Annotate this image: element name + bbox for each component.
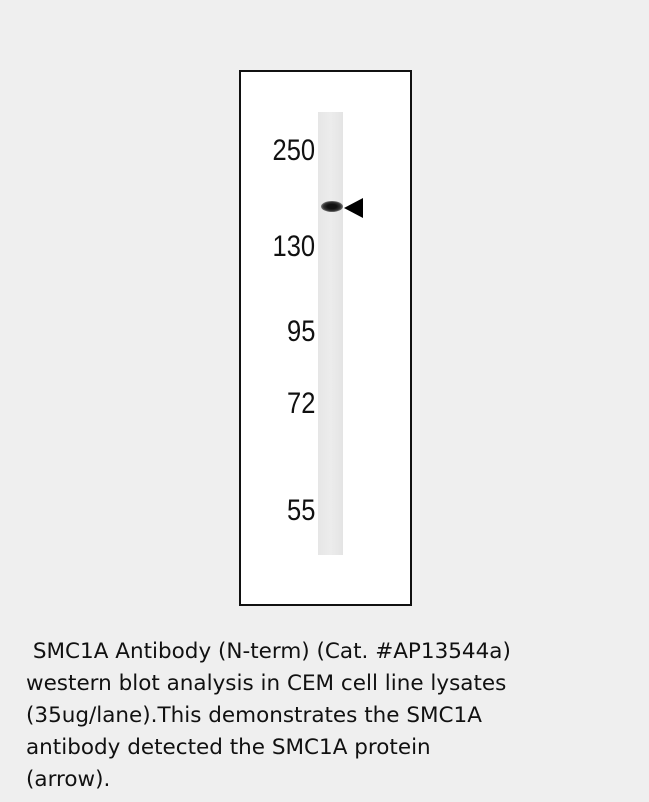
caption-line: SMC1A Antibody (N-term) (Cat. #AP13544a): [26, 636, 646, 668]
caption-line: western blot analysis in CEM cell line l…: [26, 668, 646, 700]
caption-line: (arrow).: [26, 764, 646, 796]
mw-marker: 55: [287, 496, 315, 526]
mw-marker: 95: [287, 317, 315, 347]
mw-marker: 130: [272, 232, 315, 262]
page: {"blot": {"markers": ["250", "130", "95"…: [0, 0, 649, 802]
caption-line: antibody detected the SMC1A protein: [26, 732, 646, 764]
caption: SMC1A Antibody (N-term) (Cat. #AP13544a)…: [26, 636, 646, 796]
protein-band: [321, 201, 343, 212]
blot-figure: 250 130 95 72 55: [239, 70, 412, 606]
blot-lane: [318, 112, 343, 555]
mw-marker: 72: [287, 389, 315, 419]
caption-line: (35ug/lane).This demonstrates the SMC1A: [26, 700, 646, 732]
mw-marker: 250: [272, 136, 315, 166]
arrow: [343, 196, 365, 220]
